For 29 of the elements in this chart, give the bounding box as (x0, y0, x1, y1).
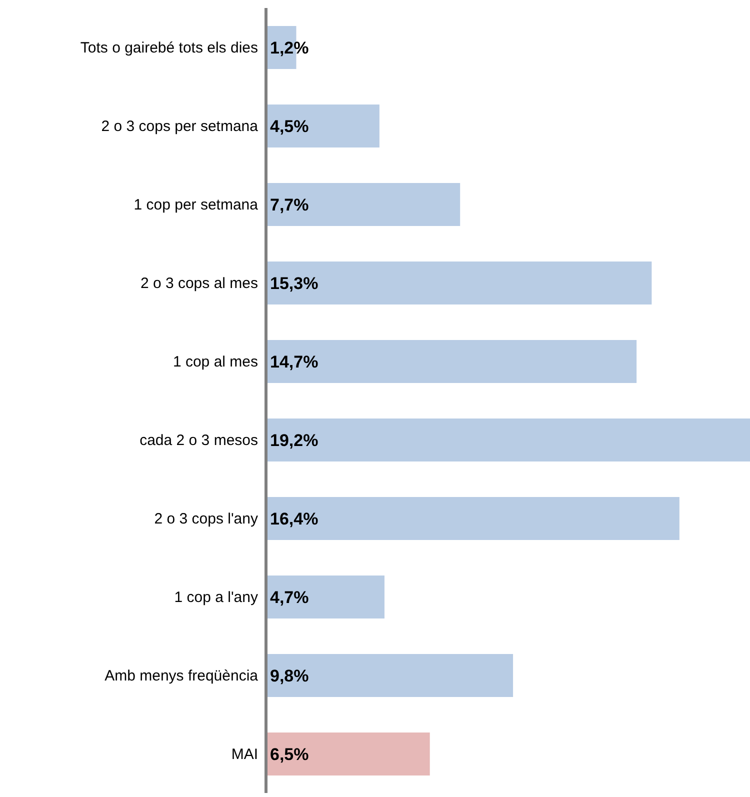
bar (266, 497, 680, 540)
data-label: 16,4% (270, 509, 318, 528)
bar (266, 654, 514, 697)
y-tick-label: Tots o gairebé tots els dies (80, 40, 258, 57)
data-label: 1,2% (270, 38, 309, 58)
bar (266, 418, 750, 462)
data-label: 14,7% (270, 352, 318, 372)
y-tick-label: 2 o 3 cops al mes (140, 275, 258, 292)
data-label: 4,7% (270, 588, 309, 607)
y-tick-label: 1 cop per setmana (134, 196, 259, 214)
data-label: 15,3% (270, 274, 318, 293)
y-tick-label: 1 cop al mes (172, 354, 258, 371)
bar (266, 262, 652, 304)
y-tick-label: Amb menys freqüència (104, 668, 259, 685)
y-tick-label: 2 o 3 cops l'any (154, 510, 258, 528)
bar (266, 183, 460, 226)
data-label: 4,5% (270, 116, 309, 136)
y-tick-label: MAI (231, 746, 258, 764)
data-label: 7,7% (270, 195, 309, 214)
bar (266, 732, 430, 776)
y-tick-label: 2 o 3 cops per setmana (101, 118, 259, 136)
data-label: 19,2% (270, 430, 318, 450)
bar (266, 340, 637, 383)
data-label: 9,8% (270, 666, 309, 686)
bar (266, 104, 380, 148)
bar (266, 576, 384, 618)
y-tick-label: 1 cop a l'any (174, 589, 258, 606)
data-label: 6,5% (270, 744, 309, 764)
y-tick-label: cada 2 o 3 mesos (140, 432, 258, 450)
